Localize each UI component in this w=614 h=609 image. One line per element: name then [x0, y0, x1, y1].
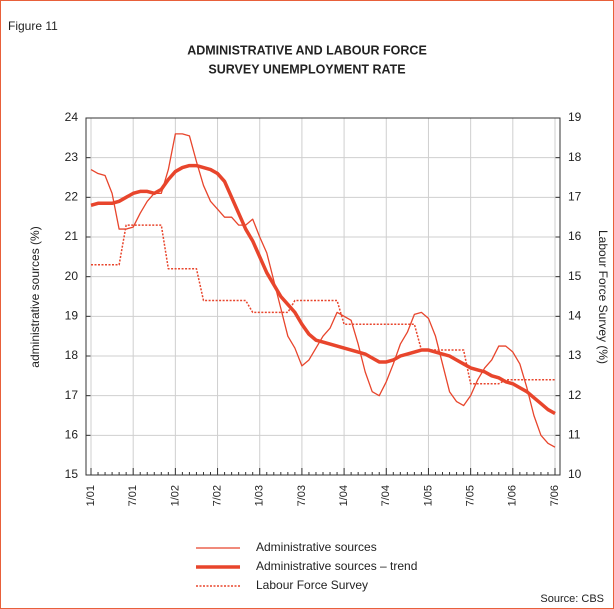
plot-area	[85, 117, 561, 476]
legend-label: Labour Force Survey	[256, 578, 368, 592]
x-tick-label: 1/04	[338, 485, 350, 506]
y-tick-label: 18	[65, 348, 79, 362]
y-tick-label: 22	[65, 190, 79, 204]
series-line	[90, 163, 556, 416]
y2-tick-label: 18	[568, 150, 582, 164]
y2-tick-label: 13	[568, 348, 582, 362]
y-tick-label: 20	[65, 269, 79, 283]
x-tick-label: 7/05	[465, 485, 477, 506]
x-tick-label: 1/02	[169, 485, 181, 506]
y2-tick-label: 16	[568, 229, 582, 243]
x-tick-label: 1/01	[85, 485, 97, 506]
x-tick-label: 1/03	[254, 485, 266, 506]
x-tick-label: 1/05	[422, 485, 434, 506]
y2-tick-label: 17	[568, 190, 582, 204]
y-tick-label: 15	[65, 467, 79, 481]
y-tick-label: 23	[65, 150, 79, 164]
x-tick-label: 7/01	[127, 485, 139, 506]
source: Source: CBS	[540, 593, 604, 605]
x-tick-label: 7/02	[211, 485, 223, 506]
y2-tick-label: 19	[568, 110, 582, 124]
y-tick-label: 17	[65, 388, 79, 402]
x-tick-label: 7/04	[380, 485, 392, 506]
y-tick-label: 24	[65, 110, 79, 124]
y-tick-label: 16	[65, 428, 79, 442]
series-line	[91, 224, 555, 385]
y2-tick-label: 11	[568, 428, 581, 442]
y-tick-label: 19	[65, 309, 79, 323]
chart-title: ADMINISTRATIVE AND LABOUR FORCE	[187, 43, 427, 57]
y-tick-label: 21	[65, 229, 79, 243]
figure-label: Figure 11	[8, 19, 58, 33]
x-tick-label: 7/03	[296, 485, 308, 506]
y2-axis-label: Labour Force Survey (%)	[596, 230, 610, 364]
x-tick-label: 7/06	[549, 485, 561, 506]
y2-tick-label: 15	[568, 269, 582, 283]
y2-tick-label: 14	[568, 309, 582, 323]
legend-label: Administrative sources	[256, 540, 377, 554]
x-tick-label: 1/06	[507, 485, 519, 506]
y2-tick-label: 12	[568, 388, 582, 402]
y-axis-label: administrative sources (%)	[28, 226, 42, 367]
legend-label: Administrative sources – trend	[256, 559, 417, 573]
chart-title: SURVEY UNEMPLOYMENT RATE	[208, 62, 405, 76]
series-line	[90, 133, 556, 448]
y2-tick-label: 10	[568, 467, 582, 481]
